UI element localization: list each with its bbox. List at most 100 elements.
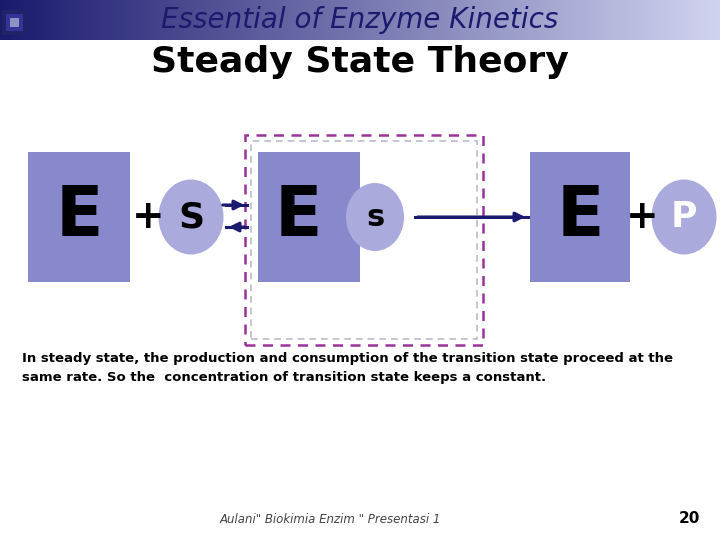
Bar (572, 0, 577, 40)
Bar (10, 18, 19, 27)
Bar (2, 10, 27, 35)
Bar (169, 0, 174, 40)
Bar (245, 0, 249, 40)
Bar (14, 0, 19, 40)
Bar (612, 0, 616, 40)
Bar (335, 0, 339, 40)
Text: P: P (671, 200, 697, 234)
Bar (590, 0, 595, 40)
Bar (148, 0, 152, 40)
Bar (101, 0, 105, 40)
Bar (324, 0, 328, 40)
Bar (7, 0, 12, 40)
Bar (601, 0, 606, 40)
Bar (18, 0, 22, 40)
Bar (342, 0, 346, 40)
Bar (389, 0, 393, 40)
Bar (565, 0, 570, 40)
Bar (716, 0, 720, 40)
Bar (36, 0, 40, 40)
Bar (576, 0, 580, 40)
Bar (608, 0, 613, 40)
Bar (320, 0, 325, 40)
Bar (32, 0, 37, 40)
Bar (205, 0, 210, 40)
Bar (328, 0, 332, 40)
Bar (54, 0, 58, 40)
Text: S: S (178, 200, 204, 234)
Bar (518, 0, 523, 40)
Ellipse shape (652, 179, 716, 254)
Bar (187, 0, 192, 40)
Bar (461, 0, 465, 40)
Bar (28, 152, 130, 282)
Bar (252, 0, 256, 40)
Bar (385, 0, 390, 40)
Bar (623, 0, 627, 40)
Bar (702, 0, 706, 40)
Bar (482, 0, 487, 40)
Bar (698, 0, 703, 40)
Bar (281, 0, 285, 40)
Bar (241, 0, 246, 40)
Bar (666, 0, 670, 40)
Bar (122, 0, 127, 40)
Bar (709, 0, 714, 40)
Text: E: E (274, 184, 322, 251)
Bar (216, 0, 220, 40)
Bar (6, 14, 23, 31)
Bar (493, 0, 498, 40)
Bar (634, 0, 638, 40)
Bar (533, 0, 537, 40)
Bar (310, 0, 314, 40)
Bar (338, 0, 343, 40)
Bar (40, 0, 44, 40)
Bar (263, 0, 267, 40)
Bar (238, 0, 242, 40)
Bar (151, 0, 156, 40)
Bar (108, 0, 112, 40)
Bar (259, 0, 264, 40)
Bar (313, 0, 318, 40)
Bar (443, 0, 447, 40)
Bar (220, 0, 224, 40)
Bar (302, 0, 307, 40)
Bar (688, 0, 692, 40)
Bar (468, 0, 472, 40)
Bar (529, 0, 534, 40)
Bar (295, 0, 300, 40)
Bar (421, 0, 426, 40)
Bar (673, 0, 678, 40)
Bar (410, 0, 415, 40)
Bar (626, 0, 631, 40)
Bar (677, 0, 681, 40)
Bar (648, 0, 652, 40)
Bar (72, 0, 76, 40)
Bar (662, 0, 667, 40)
Bar (180, 0, 184, 40)
Bar (331, 0, 336, 40)
Bar (641, 0, 645, 40)
Bar (97, 0, 102, 40)
Bar (400, 0, 404, 40)
Bar (115, 0, 120, 40)
Bar (530, 152, 630, 282)
Bar (227, 0, 231, 40)
Bar (258, 152, 360, 282)
Bar (209, 0, 213, 40)
Text: Aulani" Biokimia Enzim " Presentasi 1: Aulani" Biokimia Enzim " Presentasi 1 (220, 513, 441, 526)
Bar (526, 0, 530, 40)
Bar (446, 0, 451, 40)
Bar (83, 0, 87, 40)
Bar (670, 0, 674, 40)
Bar (432, 0, 436, 40)
Text: s: s (366, 202, 384, 232)
Bar (536, 0, 541, 40)
Bar (436, 0, 440, 40)
Bar (29, 0, 33, 40)
Bar (378, 0, 382, 40)
Bar (266, 0, 271, 40)
Bar (569, 0, 573, 40)
Bar (155, 0, 159, 40)
Bar (194, 0, 199, 40)
